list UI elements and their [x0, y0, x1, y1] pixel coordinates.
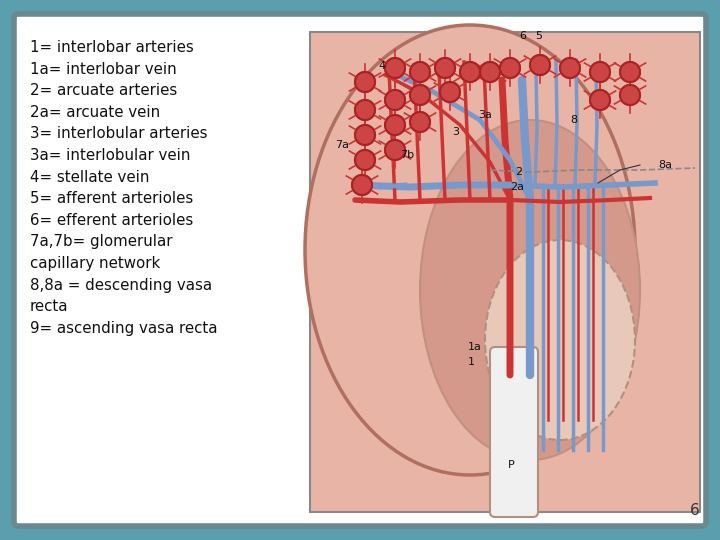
- Text: 3a: 3a: [478, 110, 492, 120]
- Circle shape: [355, 125, 375, 145]
- Circle shape: [480, 62, 500, 82]
- Text: 2a: 2a: [510, 182, 524, 192]
- FancyBboxPatch shape: [490, 347, 538, 517]
- Bar: [310, 32, 700, 512]
- Circle shape: [440, 82, 460, 102]
- Circle shape: [560, 58, 580, 78]
- Text: 7a: 7a: [335, 140, 349, 150]
- Circle shape: [410, 62, 430, 82]
- Circle shape: [435, 58, 455, 78]
- Circle shape: [620, 85, 640, 105]
- Circle shape: [410, 85, 430, 105]
- Circle shape: [590, 62, 610, 82]
- Circle shape: [460, 62, 480, 82]
- Text: 6: 6: [690, 503, 700, 518]
- Circle shape: [385, 140, 405, 160]
- Ellipse shape: [420, 120, 640, 460]
- Circle shape: [385, 58, 405, 78]
- Circle shape: [352, 175, 372, 195]
- Text: 4: 4: [378, 61, 385, 71]
- Text: 8: 8: [570, 115, 577, 125]
- Circle shape: [620, 62, 640, 82]
- Circle shape: [385, 115, 405, 135]
- Text: 2: 2: [515, 167, 522, 177]
- Ellipse shape: [305, 25, 635, 475]
- Text: 1: 1: [468, 357, 475, 367]
- Text: 7b: 7b: [400, 150, 414, 160]
- Circle shape: [355, 72, 375, 92]
- Text: 6: 6: [519, 31, 526, 41]
- Text: 3: 3: [452, 127, 459, 137]
- FancyBboxPatch shape: [14, 14, 706, 526]
- Text: 1= interlobar arteries
1a= interlobar vein
2= arcuate arteries
2a= arcuate vein
: 1= interlobar arteries 1a= interlobar ve…: [30, 40, 217, 336]
- Circle shape: [410, 112, 430, 132]
- Circle shape: [590, 90, 610, 110]
- Circle shape: [355, 100, 375, 120]
- Circle shape: [500, 58, 520, 78]
- Text: 5: 5: [535, 31, 542, 41]
- Text: P: P: [508, 460, 515, 470]
- Text: 8a: 8a: [658, 160, 672, 170]
- Text: 1a: 1a: [468, 342, 482, 352]
- Circle shape: [530, 55, 550, 75]
- Ellipse shape: [485, 240, 635, 440]
- Circle shape: [355, 150, 375, 170]
- Circle shape: [385, 90, 405, 110]
